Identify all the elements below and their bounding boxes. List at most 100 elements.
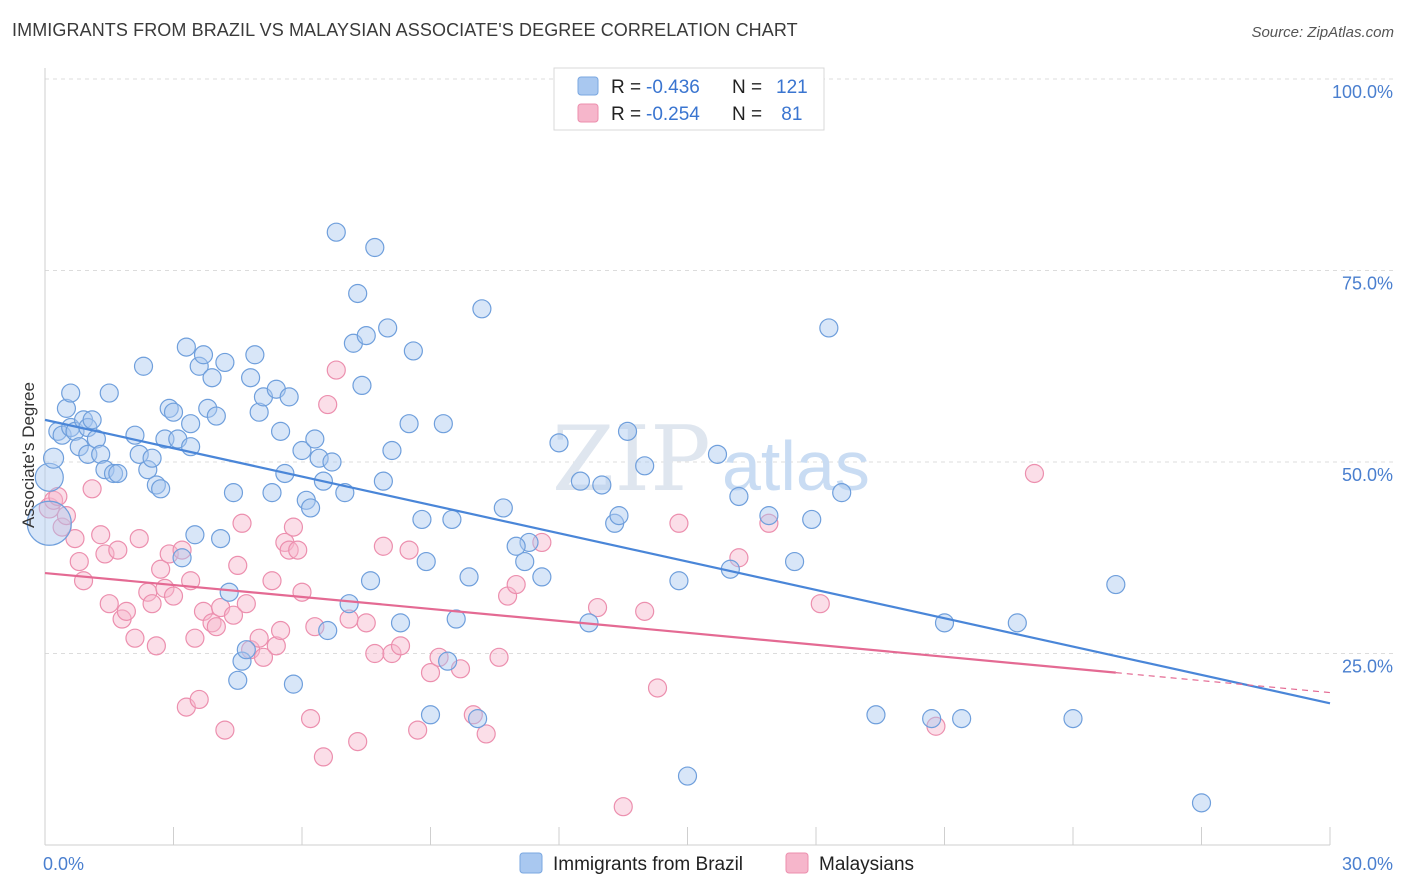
brazil-point <box>348 283 368 304</box>
y-tick-label: 100.0% <box>1332 82 1393 102</box>
watermark-zip: ZIP <box>552 407 711 512</box>
trend-lines <box>44 418 1331 705</box>
malaysian-point <box>489 647 509 667</box>
legend-box <box>553 67 825 131</box>
malaysian-trend-extension <box>1115 672 1331 694</box>
malaysian-point <box>189 689 209 710</box>
brazil-point <box>172 548 192 568</box>
y-tick-label: 25.0% <box>1342 657 1393 677</box>
brazil-point <box>446 609 466 629</box>
brazil-point <box>468 709 488 729</box>
bottom-legend-swatch-malaysian <box>785 852 809 874</box>
brazil-point <box>133 356 154 376</box>
brazil-point <box>532 567 552 587</box>
brazil-point <box>433 414 453 434</box>
malaysian-point <box>108 540 128 560</box>
brazil-point <box>420 705 441 725</box>
malaysian-point <box>151 559 171 579</box>
brazil-point <box>202 368 222 388</box>
malaysian-point <box>146 636 166 656</box>
malaysian-point <box>206 617 226 637</box>
malaysian-point <box>82 479 102 499</box>
legend-n-label-1: N = <box>732 77 762 98</box>
legend-r-value-2: -0.254 <box>646 104 700 125</box>
legend-r-value-1: -0.436 <box>646 77 700 98</box>
malaysian-point <box>215 720 235 740</box>
malaysian-trend-line <box>44 571 1116 674</box>
brazil-point <box>952 709 972 729</box>
legend-r-label-1: R = <box>611 77 641 98</box>
malaysian-point <box>420 663 441 683</box>
bottom-legend-label-brazil: Immigrants from Brazil <box>553 854 743 875</box>
malaysian-point <box>373 536 393 556</box>
brazil-point <box>472 299 492 319</box>
brazil-point <box>866 705 886 725</box>
malaysian-point <box>73 571 94 591</box>
malaysian-point <box>313 747 334 767</box>
y-tick-label: 75.0% <box>1342 274 1393 294</box>
brazil-point <box>91 444 111 464</box>
y-tick-label: 50.0% <box>1342 465 1393 485</box>
brazil-point <box>241 368 261 388</box>
malaysian-point <box>236 594 256 614</box>
brazil-point <box>300 498 321 518</box>
malaysian-point <box>91 525 111 545</box>
brazil-point <box>592 475 612 495</box>
brazil-point <box>1106 574 1126 595</box>
brazil-point <box>832 483 852 503</box>
brazil-point <box>506 536 526 556</box>
legend-n-value-2: 81 <box>776 104 802 125</box>
brazil-point <box>335 483 355 503</box>
malaysian-point <box>305 617 325 637</box>
brazil-point <box>279 387 299 407</box>
brazil-point <box>108 463 128 484</box>
brazil-point <box>270 421 291 441</box>
malaysian-point <box>65 528 85 549</box>
malaysian-point <box>365 643 385 664</box>
legend-n-value-1: 121 <box>776 77 808 98</box>
brazil-point <box>399 414 419 434</box>
malaysian-point <box>506 574 526 595</box>
brazil-point <box>103 463 124 484</box>
x-tick-label: 0.0% <box>43 854 84 874</box>
brazil-point <box>617 421 638 441</box>
malaysian-point <box>613 797 633 817</box>
brazil-point <box>262 483 282 503</box>
bottom-legend: Immigrants from Brazil Malaysians <box>519 852 914 875</box>
brazil-point <box>416 551 436 572</box>
brazil-point <box>142 448 162 468</box>
malaysian-point <box>95 544 115 564</box>
brazil-point <box>922 709 942 729</box>
brazil-point <box>570 471 591 491</box>
brazil-point <box>373 471 393 491</box>
legend-r-label-2: R = <box>611 104 641 125</box>
bottom-legend-swatch-brazil <box>519 852 543 874</box>
malaysian-point <box>759 513 779 533</box>
brazil-point <box>318 620 338 641</box>
malaysian-point <box>142 594 162 614</box>
malaysian-point <box>69 551 89 572</box>
brazil-point <box>82 410 102 430</box>
brazil-point <box>360 571 381 591</box>
brazil-point <box>163 402 184 422</box>
brazil-point <box>365 237 385 258</box>
brazil-point <box>352 375 372 395</box>
malaysian-point <box>129 528 149 549</box>
brazil-point <box>138 460 158 480</box>
brazil-point <box>292 440 312 461</box>
legend: R = -0.436 N = 121 R = -0.254 N = 81 <box>553 67 825 131</box>
brazil-point <box>249 402 269 422</box>
brazil-trend-line <box>44 418 1331 705</box>
brazil-points <box>26 222 1212 813</box>
axes <box>44 68 1331 846</box>
brazil-point <box>326 222 346 242</box>
brazil-point <box>61 383 81 403</box>
malaysian-point <box>159 544 179 564</box>
malaysian-point <box>172 540 192 560</box>
brazil-point <box>356 326 376 346</box>
malaysian-point <box>390 636 411 656</box>
brazil-point <box>438 651 458 671</box>
malaysian-point <box>647 678 668 698</box>
brazil-point <box>56 398 77 418</box>
